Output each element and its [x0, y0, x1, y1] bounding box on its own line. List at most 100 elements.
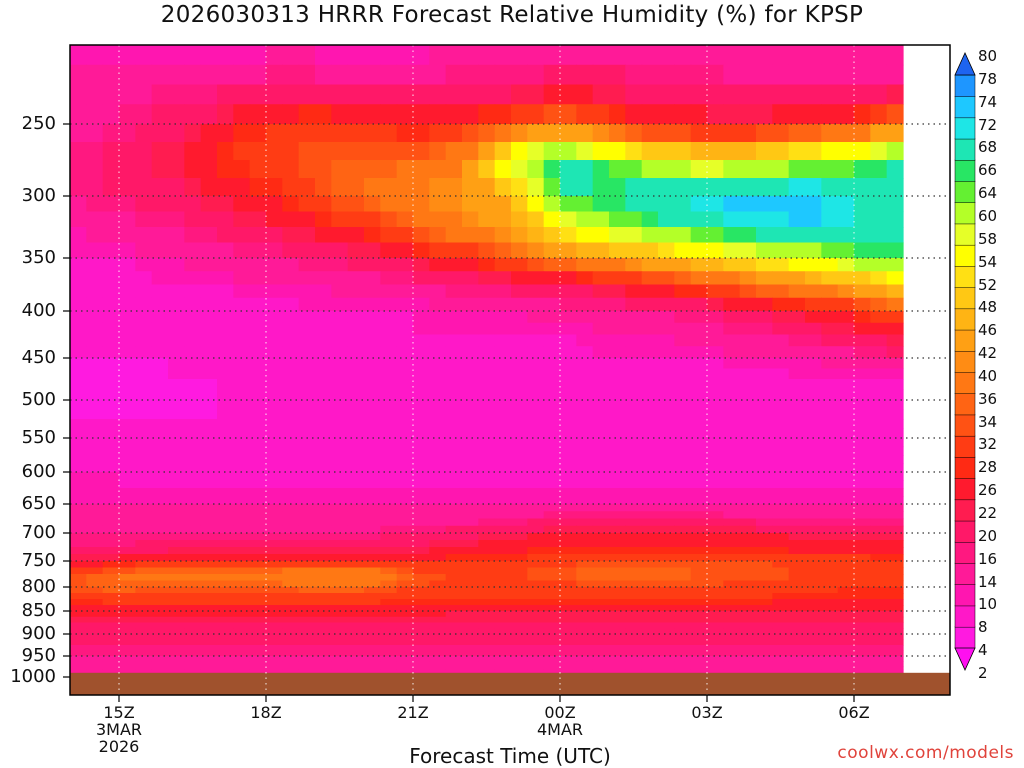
heatmap-cell: [527, 605, 545, 612]
heatmap-cell: [266, 64, 283, 86]
heatmap-cell: [347, 142, 365, 161]
credit-link[interactable]: coolwx.com/models: [837, 743, 1014, 763]
heatmap-cell: [249, 525, 267, 534]
heatmap-cell: [674, 227, 692, 244]
heatmap-cell: [690, 400, 708, 411]
heatmap-cell: [560, 322, 577, 336]
heatmap-cell: [690, 540, 708, 548]
heatmap-cell: [886, 419, 904, 430]
heatmap-cell: [837, 540, 855, 548]
heatmap-cell: [298, 599, 316, 606]
heatmap-cell: [674, 605, 692, 612]
heatmap-cell: [396, 567, 414, 575]
heatmap-cell: [396, 297, 414, 312]
heatmap-cell: [658, 428, 675, 439]
heatmap-cell: [233, 616, 251, 624]
heatmap-cell: [723, 379, 741, 391]
heatmap-cell: [576, 611, 594, 618]
heatmap-cell: [298, 496, 316, 505]
heatmap-cell: [723, 661, 741, 668]
heatmap-cell: [707, 580, 724, 588]
heatmap-cell: [102, 650, 120, 657]
heatmap-cell: [478, 196, 496, 213]
heatmap-cell: [168, 518, 185, 527]
heatmap-cell: [462, 428, 479, 439]
heatmap-cell: [347, 227, 365, 244]
heatmap-cell: [380, 446, 398, 456]
heatmap-cell: [674, 661, 692, 668]
heatmap-cell: [739, 599, 757, 606]
heatmap-cell: [217, 258, 234, 272]
heatmap-cell: [315, 518, 332, 527]
heatmap-cell: [380, 554, 398, 562]
heatmap-cell: [788, 472, 806, 481]
heatmap-cell: [870, 104, 888, 125]
heatmap-cell: [168, 554, 185, 562]
heatmap-cell: [527, 297, 545, 312]
heatmap-cell: [249, 580, 267, 588]
heatmap-cell: [592, 284, 610, 299]
heatmap-cell: [592, 389, 610, 401]
heatmap-cell: [70, 455, 71, 465]
heatmap-cell: [315, 271, 332, 286]
heatmap-cell: [690, 322, 708, 336]
heatmap-cell: [723, 258, 741, 272]
heatmap-cell: [298, 525, 316, 534]
heatmap-cell: [609, 258, 626, 272]
heatmap-cell: [135, 389, 153, 401]
heatmap-cell: [854, 587, 871, 594]
heatmap-cell: [298, 400, 316, 411]
heatmap-cell: [756, 271, 773, 286]
heatmap-cell: [396, 409, 414, 420]
heatmap-cell: [413, 346, 430, 359]
heatmap-cell: [462, 561, 479, 569]
heatmap-cell: [168, 561, 185, 569]
heatmap-cell: [690, 511, 708, 520]
heatmap-cell: [429, 178, 447, 197]
heatmap-cell: [543, 599, 561, 606]
heatmap-cell: [86, 211, 104, 228]
heatmap-cell: [70, 446, 87, 456]
heatmap-cell: [641, 104, 659, 125]
heatmap-cell: [690, 480, 708, 489]
heatmap-cell: [168, 463, 185, 473]
heatmap-cell: [70, 400, 87, 411]
heatmap-cell: [266, 645, 283, 652]
heatmap-cell: [707, 472, 724, 481]
heatmap-cell: [315, 178, 332, 197]
heatmap-cell: [707, 540, 724, 548]
heatmap-cell: [739, 104, 757, 125]
heatmap-cell: [380, 580, 398, 588]
heatmap-cell: [494, 574, 512, 582]
heatmap-cell: [886, 446, 904, 456]
heatmap-cell: [723, 540, 741, 548]
heatmap-cell: [756, 400, 773, 411]
heatmap-cell: [854, 533, 871, 541]
heatmap-cell: [429, 124, 447, 143]
heatmap-cell: [86, 142, 104, 161]
heatmap-cell: [119, 455, 136, 465]
heatmap-cell: [527, 211, 545, 228]
heatmap-cell: [347, 628, 365, 635]
heatmap-cell: [298, 518, 316, 527]
heatmap-cell: [168, 634, 185, 641]
heatmap-cell: [494, 178, 512, 197]
heatmap-cell: [674, 480, 692, 489]
heatmap-cell: [690, 104, 708, 125]
heatmap-cell: [723, 593, 741, 600]
heatmap-cell: [805, 518, 822, 527]
heatmap-cell: [658, 45, 675, 66]
heatmap-cell: [658, 480, 675, 489]
heatmap-cell: [429, 488, 447, 497]
heatmap-cell: [168, 196, 185, 213]
heatmap-cell: [462, 227, 479, 244]
heatmap-cell: [658, 389, 675, 401]
heatmap-cell: [86, 488, 104, 497]
heatmap-cell: [478, 428, 496, 439]
heatmap-cell: [821, 472, 839, 481]
heatmap-cell: [756, 661, 773, 668]
heatmap-cell: [445, 178, 463, 197]
heatmap-cell: [658, 616, 675, 624]
heatmap-cell: [658, 611, 675, 618]
heatmap-cell: [380, 611, 398, 618]
